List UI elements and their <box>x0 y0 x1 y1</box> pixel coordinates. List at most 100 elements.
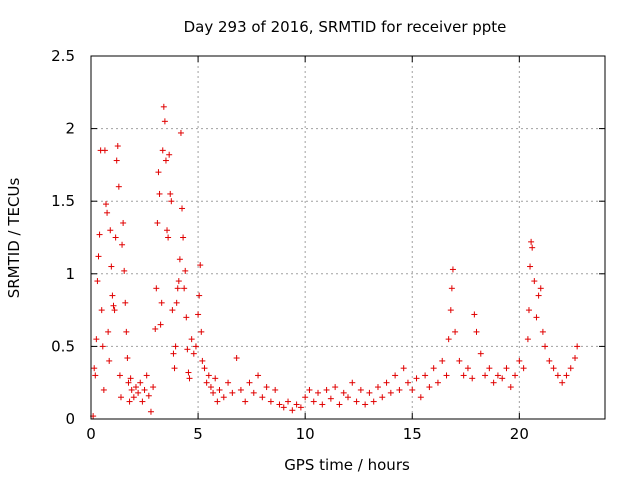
data-point <box>177 129 184 136</box>
data-point <box>550 365 557 372</box>
data-point <box>107 227 114 234</box>
data-point <box>233 355 240 362</box>
data-point <box>182 267 189 274</box>
data-point <box>537 285 544 292</box>
data-point <box>559 379 566 386</box>
data-point <box>456 357 463 364</box>
data-point <box>125 379 132 386</box>
data-point <box>207 384 214 391</box>
y-axis-title: SRMTID / TECUs <box>5 178 23 299</box>
data-point <box>141 386 148 393</box>
data-point <box>362 401 369 408</box>
data-point <box>117 394 124 401</box>
chart-title: Day 293 of 2016, SRMTID for receiver ppt… <box>184 18 507 36</box>
data-point <box>276 401 283 408</box>
data-point <box>109 292 116 299</box>
data-point <box>490 379 497 386</box>
data-point <box>529 244 536 251</box>
data-point <box>486 365 493 372</box>
data-point <box>111 307 118 314</box>
data-point <box>95 253 102 260</box>
data-point <box>113 157 120 164</box>
data-point <box>272 386 279 393</box>
data-point <box>482 372 489 379</box>
data-point <box>167 190 174 197</box>
data-point <box>396 386 403 393</box>
data-point <box>161 118 168 125</box>
data-point <box>121 267 128 274</box>
data-point <box>176 256 183 263</box>
data-point <box>190 350 197 357</box>
data-point <box>460 372 467 379</box>
data-point <box>128 386 135 393</box>
data-point <box>306 386 313 393</box>
data-point <box>452 328 459 335</box>
data-point <box>422 372 429 379</box>
data-point <box>93 336 100 343</box>
data-point <box>520 365 527 372</box>
data-point <box>165 234 172 241</box>
data-point <box>116 372 123 379</box>
data-point <box>126 398 133 405</box>
data-point <box>315 389 322 396</box>
data-point <box>135 389 142 396</box>
data-point <box>104 209 111 216</box>
data-point <box>404 379 411 386</box>
data-point <box>426 384 433 391</box>
data-point <box>310 398 317 405</box>
data-point <box>445 336 452 343</box>
data-point <box>417 394 424 401</box>
data-point <box>449 266 456 273</box>
data-point <box>184 346 191 353</box>
data-point <box>210 389 217 396</box>
y-tick-label: 2 <box>65 120 75 138</box>
data-point <box>263 384 270 391</box>
data-point <box>353 398 360 405</box>
data-point <box>259 394 266 401</box>
data-point <box>542 343 549 350</box>
data-point <box>387 389 394 396</box>
data-point <box>115 183 122 190</box>
plot-frame <box>90 55 606 420</box>
data-point <box>267 398 274 405</box>
data-point <box>392 372 399 379</box>
data-point <box>166 151 173 158</box>
data-point <box>469 375 476 382</box>
data-point <box>132 384 139 391</box>
tick-labels: 0 5 10 15 20 0 0.5 1 1.5 2 2.5 <box>51 47 529 443</box>
data-point <box>106 357 113 364</box>
data-point <box>153 285 160 292</box>
data-point <box>212 375 219 382</box>
data-point <box>119 241 126 248</box>
data-point <box>574 343 581 350</box>
data-point <box>464 365 471 372</box>
data-point <box>192 343 199 350</box>
data-point <box>196 292 203 299</box>
data-point <box>147 408 154 415</box>
x-tick-label: 15 <box>403 425 422 443</box>
data-point <box>302 394 309 401</box>
data-point <box>99 343 106 350</box>
data-point <box>100 386 107 393</box>
x-tick-label: 0 <box>86 425 96 443</box>
data-point <box>92 372 99 379</box>
data-point <box>349 379 356 386</box>
data-points <box>90 103 581 420</box>
data-point <box>169 307 176 314</box>
data-point <box>112 234 119 241</box>
data-point <box>120 219 127 226</box>
data-point <box>539 328 546 335</box>
data-point <box>327 395 334 402</box>
data-point <box>188 336 195 343</box>
data-point <box>160 103 167 110</box>
data-point <box>168 198 175 205</box>
y-tick-label: 0 <box>65 410 75 428</box>
data-point <box>179 205 186 212</box>
data-point <box>507 384 514 391</box>
data-point <box>159 147 166 154</box>
data-point <box>164 227 171 234</box>
data-point <box>185 369 192 376</box>
data-point <box>340 389 347 396</box>
data-point <box>108 263 115 270</box>
grid-lines <box>91 56 605 419</box>
